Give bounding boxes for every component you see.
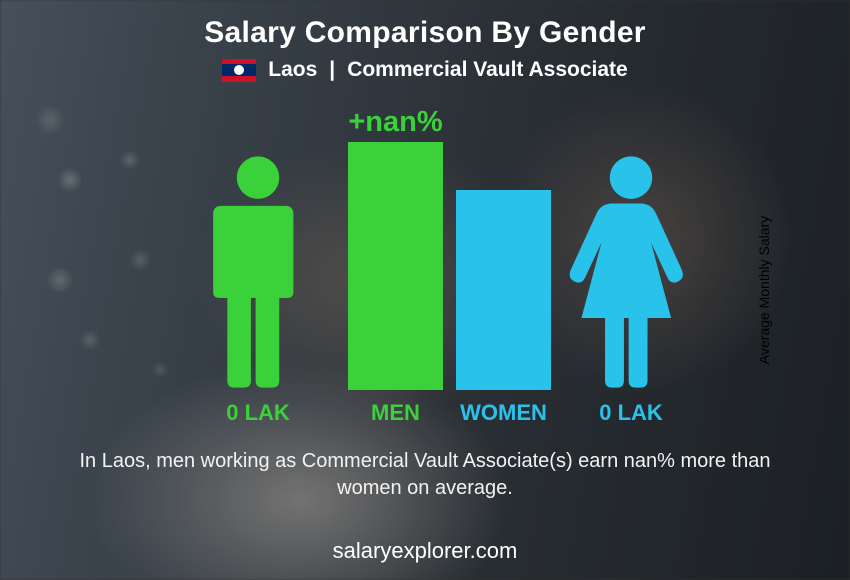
men-bar: [348, 142, 443, 390]
women-category-label: WOMEN: [460, 400, 547, 426]
flag-disc: [234, 65, 244, 75]
subtitle-row: Laos | Commercial Vault Associate: [0, 58, 850, 82]
caption-text: In Laos, men working as Commercial Vault…: [60, 448, 790, 502]
laos-flag-icon: [222, 59, 256, 82]
flag-stripe-bottom: [222, 76, 256, 82]
country-label: Laos: [268, 58, 317, 82]
content-layer: Salary Comparison By Gender Laos | Comme…: [0, 0, 850, 580]
women-value-label: 0 LAK: [599, 400, 663, 426]
footer-brand: salaryexplorer.com: [0, 538, 850, 564]
man-icon: [198, 154, 318, 390]
x-labels-row: 0 LAK MEN WOMEN 0 LAK: [150, 394, 710, 430]
men-category-label: MEN: [371, 400, 420, 426]
chart-area: +nan% 0 LAK MEN WOMEN 0 LAK: [150, 110, 710, 430]
separator: |: [329, 58, 335, 82]
men-value-label: 0 LAK: [226, 400, 290, 426]
chart-title: Salary Comparison By Gender: [0, 0, 850, 50]
percentage-label: +nan%: [348, 106, 442, 139]
woman-svg: [568, 154, 694, 390]
man-svg: [198, 154, 318, 390]
women-bar: [456, 190, 551, 390]
y-axis-label: Average Monthly Salary: [756, 216, 772, 364]
woman-icon: [568, 154, 694, 390]
job-label: Commercial Vault Associate: [347, 58, 628, 82]
